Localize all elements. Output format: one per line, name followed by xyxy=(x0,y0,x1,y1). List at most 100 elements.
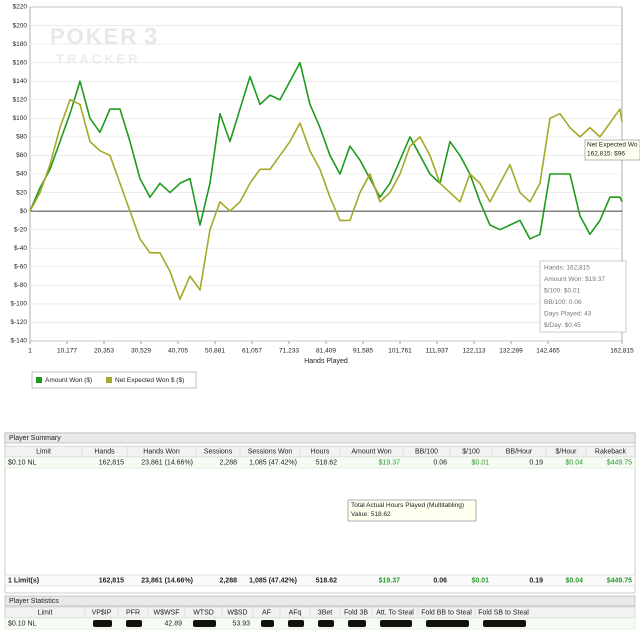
total-cell: 1 Limit(s) xyxy=(8,577,39,584)
x-tick-label: 142,465 xyxy=(536,348,560,355)
y-tick-label: $140 xyxy=(13,78,28,85)
y-tick-label: $120 xyxy=(13,96,28,103)
tooltip-text: Net Expected Wo xyxy=(587,142,638,149)
y-tick-label: $-20 xyxy=(14,226,27,233)
cell: 1,085 (47.42%) xyxy=(249,459,297,466)
column-header: Att. To Steal xyxy=(376,609,414,616)
tooltip-box xyxy=(584,139,640,161)
y-tick-label: $0 xyxy=(20,208,28,215)
y-tick-label: $220 xyxy=(13,4,28,11)
info-text: Hands: 162,815 xyxy=(544,265,590,272)
y-tick-label: $100 xyxy=(13,115,28,122)
cell: $449.75 xyxy=(607,459,632,466)
redacted-cell xyxy=(261,620,274,627)
x-tick-label: 40,705 xyxy=(168,348,188,355)
cell: $0.01 xyxy=(471,459,489,466)
column-header: PFR xyxy=(126,609,140,616)
redacted-cell xyxy=(193,620,216,627)
x-tick-label: 1 xyxy=(28,348,32,355)
y-tick-label: $-140 xyxy=(10,338,27,345)
tooltip-text: 162,815: $96 xyxy=(587,151,625,158)
x-axis-title: Hands Played xyxy=(304,358,348,365)
total-cell: $449.75 xyxy=(607,577,632,584)
column-header: BB/100 xyxy=(415,448,438,455)
legend-swatch xyxy=(36,377,42,383)
tooltip-box xyxy=(347,499,477,522)
x-tick-label: 162,815 xyxy=(610,348,634,355)
panel-title-bar xyxy=(4,432,636,444)
panel-title: Player Summary xyxy=(9,435,61,442)
info-text: Days Played: 43 xyxy=(544,311,592,318)
column-header: BB/Hour xyxy=(506,448,533,455)
column-header: $/Hour xyxy=(555,448,577,455)
total-cell: $0.01 xyxy=(471,577,489,584)
redacted-cell xyxy=(380,620,412,627)
info-text: Amount Won: $19.37 xyxy=(544,276,605,283)
y-tick-label: $160 xyxy=(13,59,28,66)
x-tick-label: 61,057 xyxy=(242,348,262,355)
x-tick-label: 20,353 xyxy=(94,348,114,355)
legend-label: Net Expected Won $ ($) xyxy=(115,377,184,384)
column-header: Hands xyxy=(94,448,115,455)
watermark: 3 xyxy=(144,23,157,50)
totals-row xyxy=(4,574,636,587)
y-tick-label: $-80 xyxy=(14,282,27,289)
x-tick-label: 132,289 xyxy=(499,348,523,355)
watermark: TRACKER xyxy=(56,51,141,66)
cell: 518.62 xyxy=(316,459,338,466)
cell: 23,861 (14.66%) xyxy=(141,459,193,466)
x-tick-label: 101,761 xyxy=(388,348,412,355)
total-cell: $0.04 xyxy=(565,577,583,584)
redacted-cell xyxy=(348,620,366,627)
total-cell: $19.37 xyxy=(379,577,401,584)
column-header: Limit xyxy=(38,609,53,616)
y-tick-label: $80 xyxy=(16,134,27,141)
legend-label: Amount Won ($) xyxy=(45,377,92,384)
column-header: Amount Won xyxy=(351,448,391,455)
column-header: AF xyxy=(262,609,271,616)
column-header: WTSD xyxy=(193,609,214,616)
total-cell: 518.62 xyxy=(316,577,338,584)
y-tick-label: $20 xyxy=(16,189,27,196)
column-header: Rakeback xyxy=(595,448,627,455)
info-box xyxy=(539,260,627,333)
legend xyxy=(31,371,197,389)
cell: 53.93 xyxy=(232,620,250,627)
y-tick-label: $-100 xyxy=(10,301,27,308)
y-tick-label: $-120 xyxy=(10,319,27,326)
column-header: AFq xyxy=(289,609,302,616)
cell: 2,288 xyxy=(219,459,237,466)
watermark: POKER xyxy=(50,24,138,49)
redacted-cell xyxy=(288,620,304,627)
cell: $0.10 NL xyxy=(8,620,37,627)
y-tick-label: $40 xyxy=(16,171,27,178)
cell: $0.04 xyxy=(565,459,583,466)
column-header: VP$IP xyxy=(92,609,112,616)
cell: 0.06 xyxy=(433,459,447,466)
y-tick-label: $-40 xyxy=(14,245,27,252)
x-tick-label: 30,529 xyxy=(131,348,151,355)
tooltip-text: Value: 518.62 xyxy=(351,511,391,518)
redacted-cell xyxy=(126,620,142,627)
total-cell: 1,085 (47.42%) xyxy=(249,577,297,584)
column-header: $/100 xyxy=(462,448,480,455)
table-row xyxy=(4,456,636,469)
panel-title-bar xyxy=(4,595,636,607)
column-header: W$WSF xyxy=(153,609,179,616)
x-tick-label: 111,937 xyxy=(426,348,449,355)
x-tick-label: 81,409 xyxy=(316,348,336,355)
column-header: 3Bet xyxy=(318,609,332,616)
series-line xyxy=(29,61,623,240)
column-header: Hours xyxy=(311,448,330,455)
cell: 162,815 xyxy=(99,459,124,466)
column-header: Hands Won xyxy=(143,448,180,455)
column-header: Sessions Won xyxy=(248,448,293,455)
total-cell: 2,288 xyxy=(219,577,237,584)
column-header: Sessions xyxy=(204,448,233,455)
x-tick-label: 10,177 xyxy=(57,348,77,355)
redacted-cell xyxy=(426,620,469,627)
x-tick-label: 50,881 xyxy=(205,348,225,355)
column-header: Fold BB to Steal xyxy=(421,609,472,616)
info-text: $/100: $0.01 xyxy=(544,288,581,295)
